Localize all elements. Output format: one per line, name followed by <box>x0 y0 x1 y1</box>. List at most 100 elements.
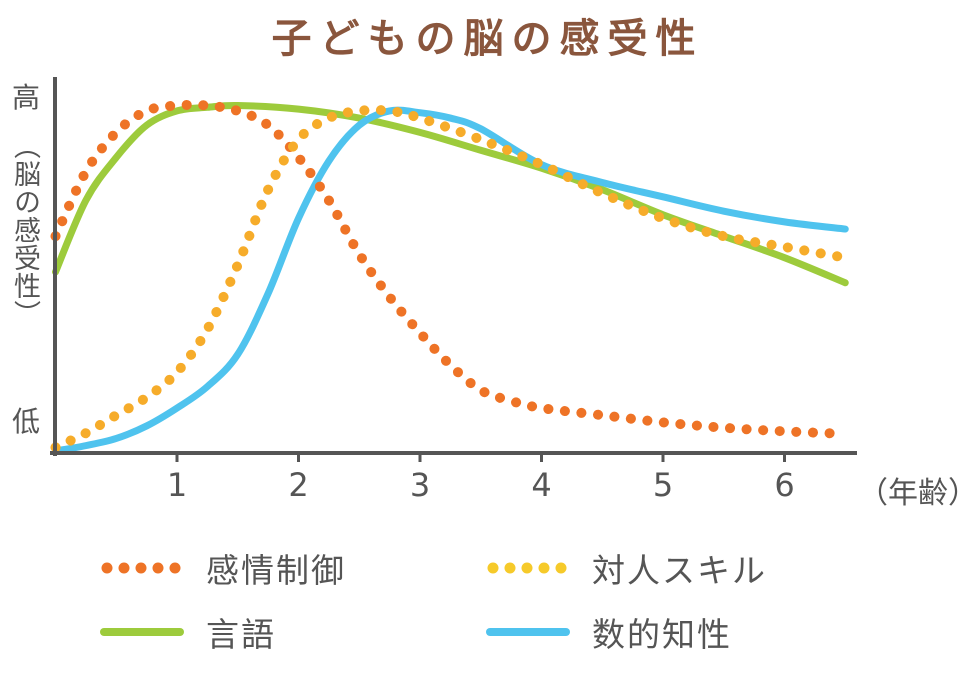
data-point-数的知性-6 <box>236 352 240 356</box>
data-point-対人スキル-10 <box>357 109 361 113</box>
series-line-感情制御 <box>50 99 851 439</box>
data-point-数的知性-17 <box>661 195 665 199</box>
x-tick-label: 3 <box>409 466 431 504</box>
data-point-感情制御-17 <box>600 413 604 417</box>
data-point-数的知性-19 <box>783 220 787 224</box>
legend-label: 数的知性 <box>592 615 732 654</box>
x-tick-label: 4 <box>531 466 552 504</box>
y-axis-label: （脳の感受性） <box>9 132 40 328</box>
legend-dot <box>487 562 499 574</box>
data-point-言語-16 <box>843 281 847 285</box>
data-point-言語-3 <box>145 123 149 127</box>
legend-dot <box>152 562 164 574</box>
data-point-感情制御-19 <box>722 426 726 430</box>
data-point-感情制御-11 <box>388 295 392 299</box>
legend-dot <box>538 562 550 574</box>
legend-swatch-dotted-orange <box>101 562 181 574</box>
data-point-感情制御-7 <box>266 123 270 127</box>
data-point-数的知性-18 <box>722 209 726 213</box>
data-point-言語-7 <box>297 107 301 111</box>
data-point-対人スキル-18 <box>783 245 787 249</box>
data-point-対人スキル-11 <box>388 109 392 113</box>
data-point-言語-15 <box>783 256 787 260</box>
data-point-数的知性-4 <box>175 406 179 410</box>
data-point-対人スキル-13 <box>479 138 483 142</box>
data-point-感情制御-8 <box>297 155 301 159</box>
data-point-感情制御-14 <box>479 388 483 392</box>
data-point-感情制御-2 <box>114 130 118 134</box>
data-point-感情制御-4 <box>175 104 179 108</box>
data-point-言語-10 <box>479 148 483 152</box>
data-point-数的知性-13 <box>448 116 452 120</box>
data-point-対人スキル-16 <box>661 216 665 220</box>
y-axis-high-label: 高 <box>11 81 40 114</box>
data-point-言語-1 <box>84 198 88 202</box>
legend-label: 感情制御 <box>206 551 346 590</box>
data-point-対人スキル-17 <box>722 234 726 238</box>
data-point-感情制御-9 <box>327 198 331 202</box>
legend-item-social-skills: 対人スキル <box>486 544 767 592</box>
data-point-対人スキル-1 <box>84 431 88 435</box>
data-point-対人スキル-6 <box>236 263 240 267</box>
legend-item-emotion-control: 感情制御 <box>100 544 346 592</box>
data-point-数的知性-3 <box>145 424 149 428</box>
data-point-感情制御-10 <box>357 252 361 256</box>
x-tick-label: 2 <box>288 466 309 504</box>
data-point-対人スキル-7 <box>266 188 270 192</box>
data-point-数的知性-14 <box>479 127 483 131</box>
legend-dot <box>521 562 533 574</box>
data-point-言語-9 <box>418 130 422 134</box>
legend-item-numeracy: 数的知性 <box>486 608 732 656</box>
data-point-数的知性-5 <box>205 385 209 389</box>
legend-swatch-dotted-yellow <box>487 562 567 574</box>
data-point-数的知性-7 <box>266 291 270 295</box>
legend-dot <box>555 562 567 574</box>
series-line-言語 <box>52 101 849 287</box>
data-point-対人スキル-14 <box>540 163 544 167</box>
series-layer <box>50 99 851 455</box>
data-point-数的知性-10 <box>357 123 361 127</box>
data-point-対人スキル-8 <box>297 138 301 142</box>
x-tick-label: 1 <box>166 466 188 504</box>
data-point-対人スキル-5 <box>205 327 209 331</box>
data-point-感情制御-3 <box>145 109 149 113</box>
data-point-感情制御-5 <box>205 104 209 108</box>
data-point-数的知性-12 <box>418 111 422 115</box>
data-point-対人スキル-2 <box>114 413 118 417</box>
data-point-感情制御-13 <box>448 363 452 367</box>
data-point-数的知性-20 <box>843 227 847 231</box>
legend-label: 対人スキル <box>592 551 767 590</box>
legend-item-language: 言語 <box>100 608 276 656</box>
legend-dot <box>504 562 516 574</box>
data-point-対人スキル-3 <box>145 395 149 399</box>
data-point-感情制御-21 <box>843 432 847 436</box>
chart-title: 子どもの脳の感受性 <box>271 16 704 62</box>
legend-label: 言語 <box>206 615 276 654</box>
data-point-感情制御-18 <box>661 420 665 424</box>
data-point-数的知性-16 <box>600 181 604 185</box>
legend-dot <box>169 562 181 574</box>
data-point-対人スキル-9 <box>327 116 331 120</box>
data-point-感情制御-16 <box>540 406 544 410</box>
data-point-対人スキル-4 <box>175 370 179 374</box>
legend-dot <box>101 562 113 574</box>
data-point-対人スキル-15 <box>600 191 604 195</box>
data-point-言語-2 <box>114 155 118 159</box>
data-point-数的知性-2 <box>114 436 118 440</box>
data-point-言語-8 <box>357 116 361 120</box>
data-point-感情制御-12 <box>418 331 422 335</box>
legend-swatch-solid-green <box>100 628 184 636</box>
data-point-数的知性-9 <box>327 159 331 163</box>
x-tick-label: 6 <box>774 466 795 504</box>
data-point-感情制御-20 <box>783 429 787 433</box>
x-tick-marks <box>175 453 786 462</box>
data-point-対人スキル-12 <box>418 116 422 120</box>
data-point-感情制御-6 <box>236 109 240 113</box>
data-point-感情制御-15 <box>509 399 513 403</box>
data-point-数的知性-1 <box>84 444 88 448</box>
data-point-感情制御-1 <box>84 170 88 174</box>
x-axis-label: （年齢） <box>858 476 975 511</box>
data-point-対人スキル-19 <box>843 256 847 260</box>
legend-dot <box>135 562 147 574</box>
